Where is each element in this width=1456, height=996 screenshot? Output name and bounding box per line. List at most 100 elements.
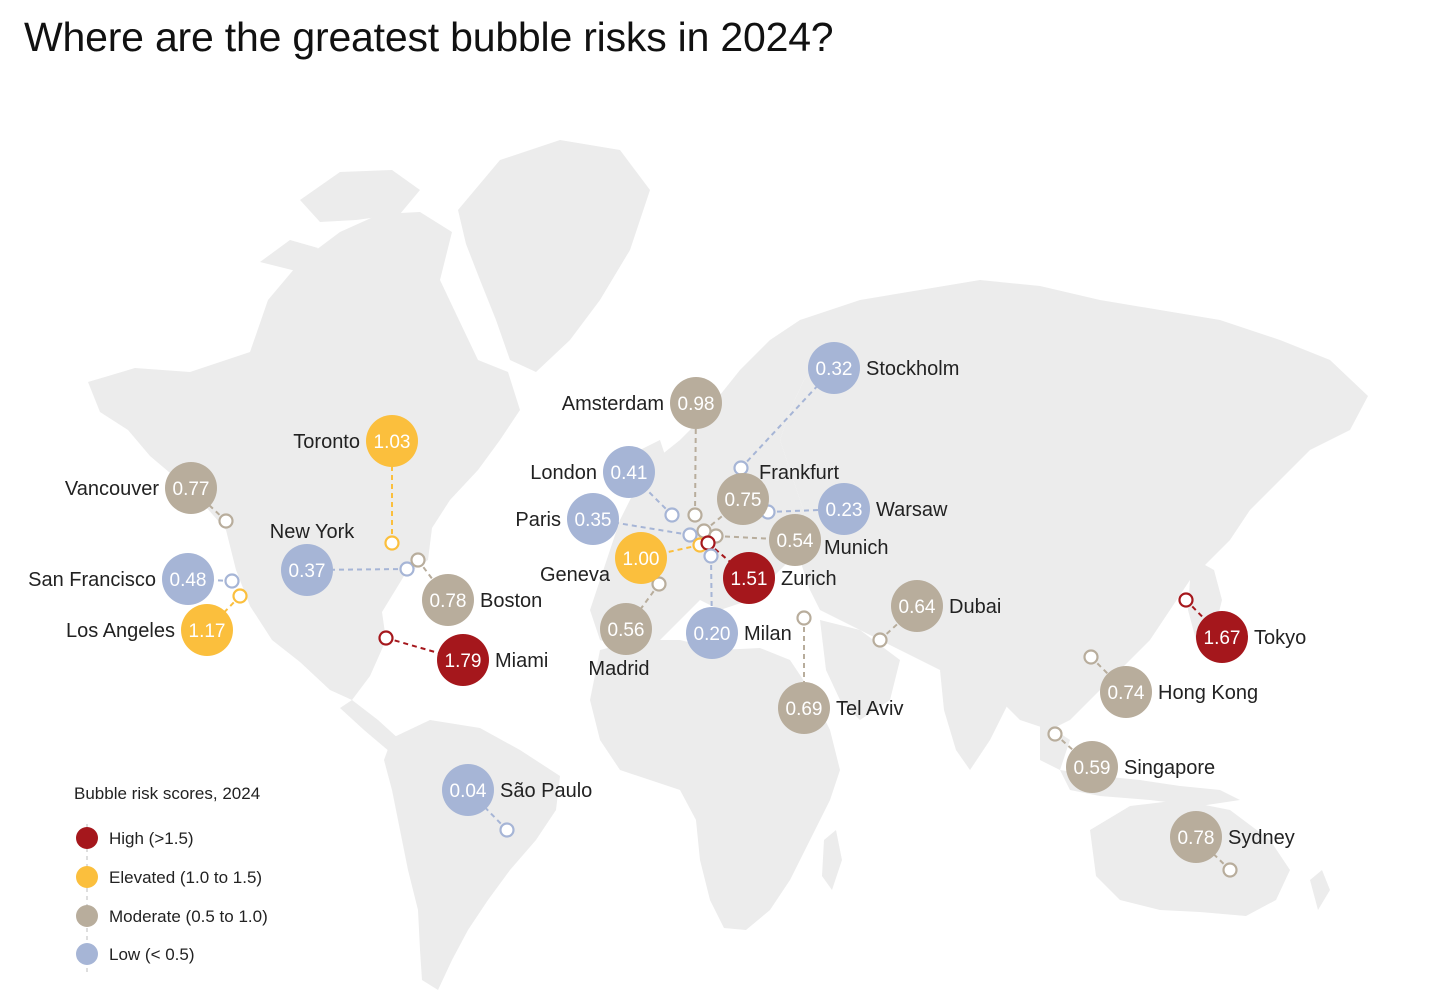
geneva-bubble[interactable]: 1.00 Geneva [540,532,667,586]
madrid-city-label: Madrid [588,658,649,680]
india-landmass [940,670,1010,770]
geneva-bubble-circle [615,532,667,584]
london-score-value: 0.41 [611,463,648,484]
legend: Bubble risk scores, 2024 High (>1.5) Eleva… [74,784,268,972]
sao-paulo-location-marker [499,822,515,838]
san-francisco-score-value: 0.48 [170,570,207,591]
san-francisco-city-label: San Francisco [28,569,156,591]
amsterdam-score-value: 0.98 [678,394,715,415]
vancouver-bubble[interactable]: 0.77 Vancouver [65,462,217,514]
paris-bubble-circle [567,493,619,545]
geneva-connector [640,544,701,559]
tokyo-bubble-circle [1196,611,1248,663]
new-york-location-marker [399,561,415,577]
vancouver-city-label: Vancouver [65,478,159,500]
munich-score-value: 0.54 [777,531,814,552]
los-angeles-location-marker [232,588,248,604]
new-york-city-label: New York [270,521,355,543]
miami-location-marker [378,630,394,646]
toronto-city-label: Toronto [293,431,360,453]
zurich-score-value: 1.51 [731,569,768,590]
amsterdam-bubble[interactable]: 0.98 Amsterdam [562,377,722,429]
stockholm-connector [740,367,835,469]
sao-paulo-bubble[interactable]: 0.04 São Paulo [442,764,592,816]
sydney-location-marker [1222,862,1238,878]
toronto-location-marker [384,535,400,551]
singapore-bubble[interactable]: 0.59 Singapore [1066,741,1215,793]
los-angeles-score-value: 1.17 [189,621,226,642]
singapore-location-marker [1047,726,1063,742]
boston-bubble[interactable]: 0.78 Boston [422,574,542,626]
los-angeles-bubble[interactable]: 1.17 Los Angeles [66,604,233,656]
miami-bubble[interactable]: 1.79 Miami [437,634,548,686]
arctic-islands [300,170,420,222]
frankfurt-city-label: Frankfurt [759,462,839,484]
london-bubble[interactable]: 0.41 London [530,446,655,498]
miami-score-value: 1.79 [445,651,482,672]
legend-label-elevated: Elevated (1.0 to 1.5) [109,868,262,887]
madrid-bubble[interactable]: 0.56 Madrid [588,603,652,680]
zurich-bubble[interactable]: 1.51 Zurich [723,552,837,604]
southeast-asia-landmass [1040,720,1070,770]
toronto-bubble-circle [366,415,418,467]
new-york-bubble-circle [281,544,333,596]
warsaw-city-label: Warsaw [876,499,948,521]
dubai-bubble-circle [891,580,943,632]
sao-paulo-city-label: São Paulo [500,780,592,802]
paris-bubble[interactable]: 0.35 Paris [515,493,619,545]
zurich-bubble-circle [723,552,775,604]
munich-bubble[interactable]: 0.54 Munich [769,514,888,566]
vancouver-score-value: 0.77 [173,479,210,500]
toronto-score-value: 1.03 [374,432,411,453]
dubai-city-label: Dubai [949,596,1001,618]
arctic-islands-2 [260,240,318,272]
los-angeles-bubble-circle [181,604,233,656]
amsterdam-bubble-circle [670,377,722,429]
page-title: Where are the greatest bubble risks in 2… [24,14,834,60]
boston-location-marker [410,552,426,568]
singapore-bubble-circle [1066,741,1118,793]
singapore-score-value: 0.59 [1074,758,1111,779]
hong-kong-location-marker [1083,649,1099,665]
stockholm-bubble-circle [808,342,860,394]
legend-swatch-low [76,943,98,965]
toronto-bubble[interactable]: 1.03 Toronto [293,415,418,467]
hong-kong-city-label: Hong Kong [1158,682,1258,704]
legend-label-low: Low (< 0.5) [109,945,195,964]
milan-score-value: 0.20 [694,624,731,645]
vancouver-bubble-circle [165,462,217,514]
miami-bubble-circle [437,634,489,686]
sydney-bubble[interactable]: 0.78 Sydney [1170,811,1295,863]
frankfurt-bubble[interactable]: 0.75 Frankfurt [717,462,839,525]
boston-city-label: Boston [480,590,542,612]
tokyo-bubble[interactable]: 1.67 Tokyo [1196,611,1306,663]
amsterdam-location-marker [687,507,703,523]
madrid-location-marker [651,576,667,592]
paris-score-value: 0.35 [575,510,612,531]
warsaw-bubble[interactable]: 0.23 Warsaw [818,483,948,535]
hong-kong-bubble[interactable]: 0.74 Hong Kong [1100,666,1258,718]
legend-item-high: High (>1.5) [76,827,194,849]
greenland-landmass [458,140,650,372]
warsaw-score-value: 0.23 [826,500,863,521]
new-zealand-landmass [1310,870,1330,910]
tokyo-score-value: 1.67 [1204,628,1241,649]
san-francisco-bubble[interactable]: 0.48 San Francisco [28,553,214,605]
south-america-landmass [384,720,560,990]
tokyo-location-marker [1178,592,1194,608]
boston-bubble-circle [422,574,474,626]
geneva-city-label: Geneva [540,564,611,586]
london-connector [628,471,673,516]
new-york-bubble[interactable]: 0.37 New York [270,521,355,596]
singapore-city-label: Singapore [1124,757,1215,779]
dubai-bubble[interactable]: 0.64 Dubai [891,580,1001,632]
paris-city-label: Paris [515,509,561,531]
zurich-city-label: Zurich [781,568,837,590]
london-location-marker [664,507,680,523]
stockholm-score-value: 0.32 [816,359,853,380]
africa-landmass [590,640,840,930]
milan-bubble[interactable]: 0.20 Milan [686,607,792,659]
tokyo-city-label: Tokyo [1254,627,1306,649]
stockholm-bubble[interactable]: 0.32 Stockholm [808,342,959,394]
tel-aviv-bubble[interactable]: 0.69 Tel Aviv [778,682,903,734]
